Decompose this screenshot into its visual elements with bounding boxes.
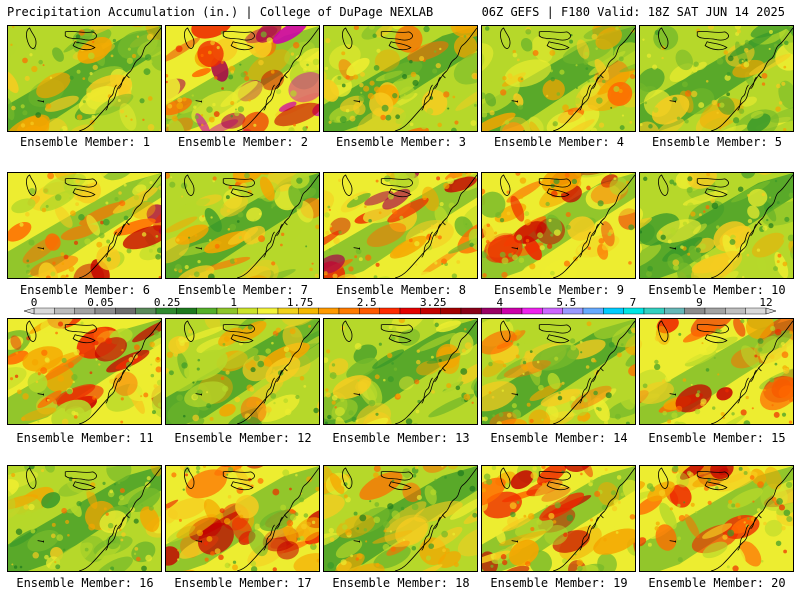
precip-field [166,173,319,278]
ensemble-member-label: Ensemble Member: 3 [335,135,467,149]
ensemble-member-label: Ensemble Member: 18 [332,576,470,590]
legend-tick-label: 0 [31,296,38,309]
precip-field [324,466,477,571]
ensemble-member-label: Ensemble Member: 5 [651,135,783,149]
legend-tick-label: 5.5 [556,296,576,309]
ensemble-member-map-1 [7,25,162,132]
ensemble-member-map-9 [481,172,636,279]
ensemble-member-map-19 [481,465,636,572]
precip-field [166,319,319,424]
ensemble-member-label: Ensemble Member: 2 [177,135,309,149]
legend-color-bin [54,307,75,315]
ensemble-member-map-16 [7,465,162,572]
ensemble-member-label: Ensemble Member: 9 [493,283,625,297]
precip-field [640,26,793,131]
legend-color-bin [460,307,482,315]
ensemble-member-label: Ensemble Member: 15 [648,431,786,445]
precip-field [324,26,477,131]
legend-color-bin [582,307,604,315]
precip-field [166,26,319,131]
precip-field [640,466,793,571]
precip-field [640,173,793,278]
legend-color-bin [379,307,401,315]
ensemble-member-map-11 [7,318,162,425]
ensemble-member-map-6 [7,172,162,279]
precip-field [482,173,635,278]
ensemble-member-label: Ensemble Member: 16 [16,576,154,590]
ensemble-member-map-15 [639,318,794,425]
legend-color-bin [318,307,340,315]
ensemble-member-label: Ensemble Member: 14 [490,431,628,445]
legend-color-bin [257,307,279,315]
legend-color-bin [399,307,421,315]
map-title: Precipitation Accumulation (in.) | Colle… [7,5,434,19]
legend-tick-label: 9 [696,296,703,309]
precip-field [166,466,319,571]
ensemble-member-label: Ensemble Member: 1 [19,135,151,149]
precip-field [640,319,793,424]
legend-color-bin [725,307,746,315]
ensemble-member-label: Ensemble Member: 8 [335,283,467,297]
legend-tick-label: 0.25 [154,296,181,309]
ensemble-member-map-8 [323,172,478,279]
legend-tick-label: 3.25 [420,296,447,309]
ensemble-member-map-7 [165,172,320,279]
ensemble-member-map-5 [639,25,794,132]
ensemble-member-label: Ensemble Member: 12 [174,431,312,445]
legend-color-bin [196,307,218,315]
legend-color-bin [664,307,685,315]
legend-tick-label: 1.75 [287,296,314,309]
ensemble-member-label: Ensemble Member: 13 [332,431,470,445]
precip-field [8,26,161,131]
legend-color-bin [643,307,665,315]
color-scale-legend: 0 0.05 0.25 1 1.75 2.5 3.25 4 5.5 7 9 12 [23,296,777,315]
ensemble-member-map-10 [639,172,794,279]
precip-field [482,319,635,424]
ensemble-member-map-12 [165,318,320,425]
ensemble-member-map-4 [481,25,636,132]
ensemble-member-label: Ensemble Member: 19 [490,576,628,590]
legend-color-bin [603,307,624,315]
legend-tick-label: 0.05 [87,296,114,309]
legend-tick-label: 2.5 [357,296,377,309]
run-valid-time: 06Z GEFS | F180 Valid: 18Z SAT JUN 14 20… [481,5,785,19]
ensemble-member-label: Ensemble Member: 4 [493,135,625,149]
precip-field [482,466,635,571]
legend-min-arrow [23,307,35,315]
legend-color-bin [704,307,726,315]
ensemble-member-map-20 [639,465,794,572]
precip-field [324,173,477,278]
ensemble-member-map-18 [323,465,478,572]
precip-field [8,173,161,278]
ensemble-member-label: Ensemble Member: 7 [177,283,309,297]
ensemble-member-label: Ensemble Member: 6 [19,283,151,297]
precip-field [482,26,635,131]
ensemble-member-map-2 [165,25,320,132]
legend-color-bin [237,307,258,315]
ensemble-member-map-17 [165,465,320,572]
precip-field [8,319,161,424]
precip-field [324,319,477,424]
legend-tick-label: 12 [759,296,772,309]
ensemble-member-map-3 [323,25,478,132]
legend-tick-label: 7 [630,296,637,309]
legend-max-arrow [765,307,777,315]
precip-field [8,466,161,571]
ensemble-member-label: Ensemble Member: 11 [16,431,154,445]
legend-tick-label: 1 [230,296,237,309]
legend-color-bin [115,307,136,315]
legend-tick-label: 4 [497,296,504,309]
legend-color-bin [501,307,523,315]
ensemble-member-label: Ensemble Member: 10 [648,283,786,297]
ensemble-member-label: Ensemble Member: 20 [648,576,786,590]
legend-color-bin [521,307,543,315]
ensemble-member-map-14 [481,318,636,425]
ensemble-member-label: Ensemble Member: 17 [174,576,312,590]
ensemble-member-map-13 [323,318,478,425]
